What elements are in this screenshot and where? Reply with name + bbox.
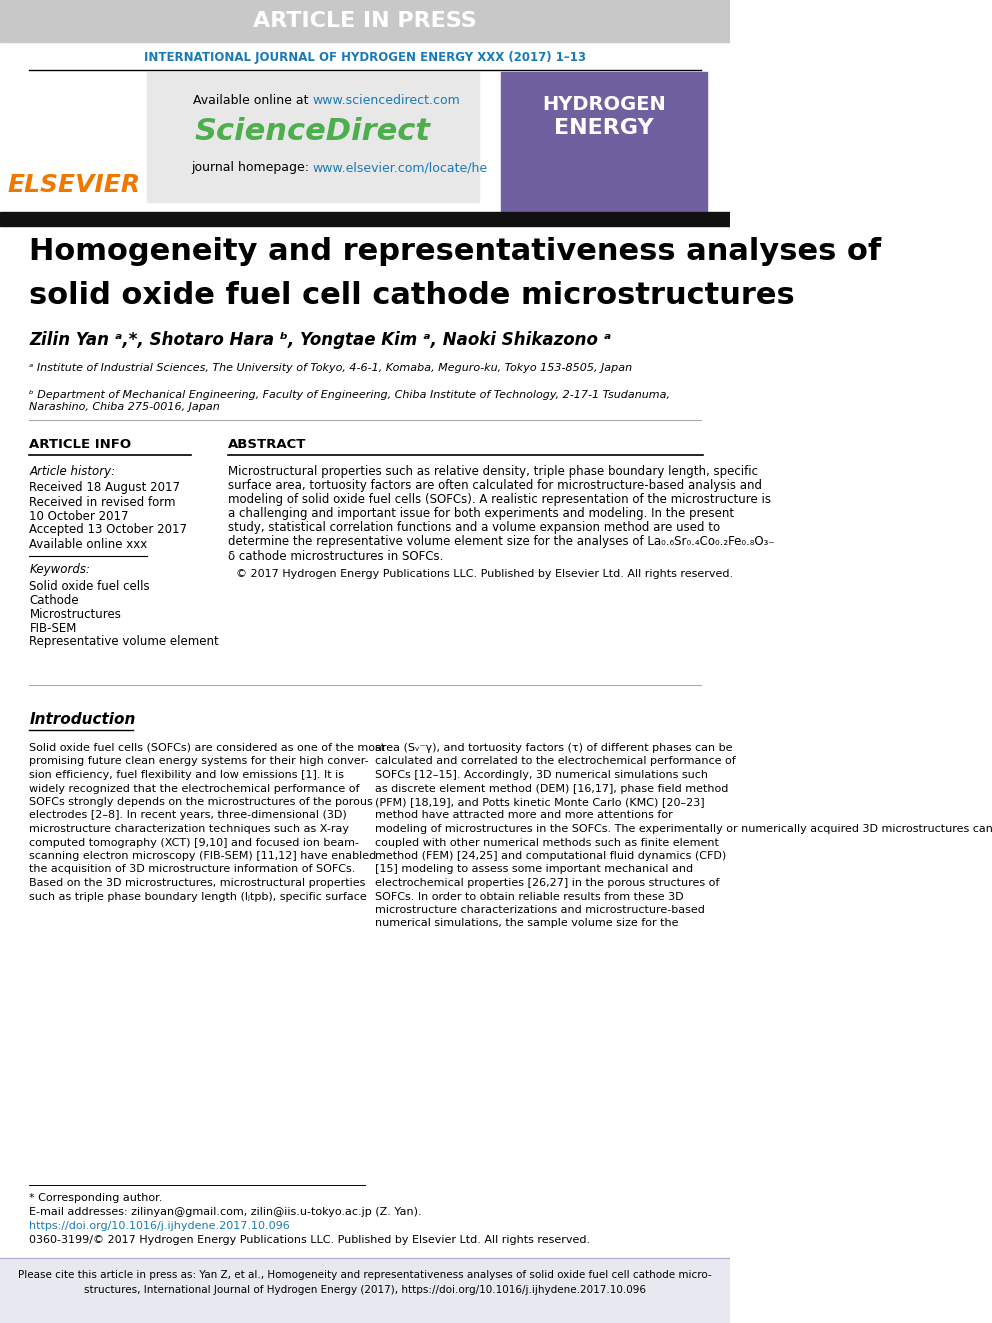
Bar bbox=[501, 71, 706, 212]
Text: Solid oxide fuel cells (SOFCs) are considered as one of the most: Solid oxide fuel cells (SOFCs) are consi… bbox=[30, 744, 386, 753]
Text: www.elsevier.com/locate/he: www.elsevier.com/locate/he bbox=[312, 161, 488, 175]
Text: area (Sᵥ⁻γ), and tortuosity factors (τ) of different phases can be: area (Sᵥ⁻γ), and tortuosity factors (τ) … bbox=[375, 744, 733, 753]
Text: the acquisition of 3D microstructure information of SOFCs.: the acquisition of 3D microstructure inf… bbox=[30, 864, 356, 875]
Text: https://doi.org/10.1016/j.ijhydene.2017.10.096: https://doi.org/10.1016/j.ijhydene.2017.… bbox=[30, 1221, 291, 1230]
Text: www.sciencedirect.com: www.sciencedirect.com bbox=[312, 94, 460, 106]
Text: Zilin Yan ᵃ,*, Shotaro Hara ᵇ, Yongtae Kim ᵃ, Naoki Shikazono ᵃ: Zilin Yan ᵃ,*, Shotaro Hara ᵇ, Yongtae K… bbox=[30, 331, 612, 349]
Text: widely recognized that the electrochemical performance of: widely recognized that the electrochemic… bbox=[30, 783, 360, 794]
Text: ELSEVIER: ELSEVIER bbox=[7, 173, 140, 197]
Text: HYDROGEN: HYDROGEN bbox=[542, 95, 666, 115]
Text: modeling of microstructures in the SOFCs. The experimentally or numerically acqu: modeling of microstructures in the SOFCs… bbox=[375, 824, 992, 833]
Text: coupled with other numerical methods such as finite element: coupled with other numerical methods suc… bbox=[375, 837, 719, 848]
Text: Received in revised form: Received in revised form bbox=[30, 496, 176, 508]
Text: surface area, tortuosity factors are often calculated for microstructure-based a: surface area, tortuosity factors are oft… bbox=[228, 479, 762, 492]
Text: a challenging and important issue for both experiments and modeling. In the pres: a challenging and important issue for bo… bbox=[228, 508, 734, 520]
Text: Available online at: Available online at bbox=[193, 94, 312, 106]
Text: Article history:: Article history: bbox=[30, 466, 116, 479]
Text: scanning electron microscopy (FIB-SEM) [11,12] have enabled: scanning electron microscopy (FIB-SEM) [… bbox=[30, 851, 377, 861]
Text: study, statistical correlation functions and a volume expansion method are used : study, statistical correlation functions… bbox=[228, 521, 720, 534]
Text: Solid oxide fuel cells: Solid oxide fuel cells bbox=[30, 579, 150, 593]
Text: ᵃ Institute of Industrial Sciences, The University of Tokyo, 4-6-1, Komaba, Megu: ᵃ Institute of Industrial Sciences, The … bbox=[30, 363, 633, 373]
Text: δ cathode microstructures in SOFCs.: δ cathode microstructures in SOFCs. bbox=[228, 549, 443, 562]
Text: ARTICLE IN PRESS: ARTICLE IN PRESS bbox=[253, 11, 477, 30]
Text: modeling of solid oxide fuel cells (SOFCs). A realistic representation of the mi: modeling of solid oxide fuel cells (SOFC… bbox=[228, 493, 771, 507]
Text: Homogeneity and representativeness analyses of: Homogeneity and representativeness analy… bbox=[30, 238, 882, 266]
Text: journal homepage:: journal homepage: bbox=[190, 161, 312, 175]
Text: Received 18 August 2017: Received 18 August 2017 bbox=[30, 482, 181, 495]
Text: ENERGY: ENERGY bbox=[554, 118, 654, 138]
Text: ABSTRACT: ABSTRACT bbox=[228, 438, 307, 451]
Text: such as triple phase boundary length (lⱼtpb), specific surface: such as triple phase boundary length (lⱼ… bbox=[30, 892, 367, 901]
Bar bbox=[0, 1258, 730, 1323]
Text: microstructure characterizations and microstructure-based: microstructure characterizations and mic… bbox=[375, 905, 705, 916]
Text: determine the representative volume element size for the analyses of La₀.₆Sr₀.₄C: determine the representative volume elem… bbox=[228, 536, 775, 549]
Text: solid oxide fuel cell cathode microstructures: solid oxide fuel cell cathode microstruc… bbox=[30, 280, 796, 310]
Text: FIB-SEM: FIB-SEM bbox=[30, 622, 76, 635]
Text: SOFCs. In order to obtain reliable results from these 3D: SOFCs. In order to obtain reliable resul… bbox=[375, 892, 684, 901]
Text: Representative volume element: Representative volume element bbox=[30, 635, 219, 648]
Text: Available online xxx: Available online xxx bbox=[30, 537, 148, 550]
Text: as discrete element method (DEM) [16,17], phase field method: as discrete element method (DEM) [16,17]… bbox=[375, 783, 729, 794]
Bar bbox=[0, 0, 730, 42]
Text: ᵇ Department of Mechanical Engineering, Faculty of Engineering, Chiba Institute : ᵇ Department of Mechanical Engineering, … bbox=[30, 390, 671, 411]
Text: computed tomography (XCT) [9,10] and focused ion beam-: computed tomography (XCT) [9,10] and foc… bbox=[30, 837, 359, 848]
Bar bbox=[147, 71, 478, 202]
Text: Microstructural properties such as relative density, triple phase boundary lengt: Microstructural properties such as relat… bbox=[228, 466, 758, 479]
Text: Keywords:: Keywords: bbox=[30, 564, 90, 577]
Text: ARTICLE INFO: ARTICLE INFO bbox=[30, 438, 132, 451]
Text: * Corresponding author.: * Corresponding author. bbox=[30, 1193, 163, 1203]
Text: Introduction: Introduction bbox=[30, 713, 136, 728]
Text: numerical simulations, the sample volume size for the: numerical simulations, the sample volume… bbox=[375, 918, 679, 929]
Text: Microstructures: Microstructures bbox=[30, 607, 121, 620]
Text: Accepted 13 October 2017: Accepted 13 October 2017 bbox=[30, 524, 187, 537]
Text: electrochemical properties [26,27] in the porous structures of: electrochemical properties [26,27] in th… bbox=[375, 878, 720, 888]
Text: E-mail addresses: zilinyan@gmail.com, zilin@iis.u-tokyo.ac.jp (Z. Yan).: E-mail addresses: zilinyan@gmail.com, zi… bbox=[30, 1207, 422, 1217]
Text: [15] modeling to assess some important mechanical and: [15] modeling to assess some important m… bbox=[375, 864, 693, 875]
Text: Cathode: Cathode bbox=[30, 594, 79, 606]
Text: © 2017 Hydrogen Energy Publications LLC. Published by Elsevier Ltd. All rights r: © 2017 Hydrogen Energy Publications LLC.… bbox=[235, 569, 733, 579]
Text: INTERNATIONAL JOURNAL OF HYDROGEN ENERGY XXX (2017) 1–13: INTERNATIONAL JOURNAL OF HYDROGEN ENERGY… bbox=[144, 52, 586, 65]
Text: Please cite this article in press as: Yan Z, et al., Homogeneity and representat: Please cite this article in press as: Ya… bbox=[18, 1270, 712, 1279]
Text: 10 October 2017: 10 October 2017 bbox=[30, 509, 129, 523]
Text: promising future clean energy systems for their high conver-: promising future clean energy systems fo… bbox=[30, 757, 369, 766]
Text: structures, International Journal of Hydrogen Energy (2017), https://doi.org/10.: structures, International Journal of Hyd… bbox=[84, 1285, 646, 1295]
Text: method have attracted more and more attentions for: method have attracted more and more atte… bbox=[375, 811, 674, 820]
Text: 0360-3199/© 2017 Hydrogen Energy Publications LLC. Published by Elsevier Ltd. Al: 0360-3199/© 2017 Hydrogen Energy Publica… bbox=[30, 1234, 590, 1245]
Bar bbox=[0, 212, 730, 226]
Text: SOFCs [12–15]. Accordingly, 3D numerical simulations such: SOFCs [12–15]. Accordingly, 3D numerical… bbox=[375, 770, 708, 781]
Text: calculated and correlated to the electrochemical performance of: calculated and correlated to the electro… bbox=[375, 757, 736, 766]
Text: method (FEM) [24,25] and computational fluid dynamics (CFD): method (FEM) [24,25] and computational f… bbox=[375, 851, 727, 861]
Text: SOFCs strongly depends on the microstructures of the porous: SOFCs strongly depends on the microstruc… bbox=[30, 796, 373, 807]
Text: sion efficiency, fuel flexibility and low emissions [1]. It is: sion efficiency, fuel flexibility and lo… bbox=[30, 770, 344, 781]
Text: (PFM) [18,19], and Potts kinetic Monte Carlo (KMC) [20–23]: (PFM) [18,19], and Potts kinetic Monte C… bbox=[375, 796, 705, 807]
Text: ScienceDirect: ScienceDirect bbox=[194, 118, 431, 147]
Text: microstructure characterization techniques such as X-ray: microstructure characterization techniqu… bbox=[30, 824, 349, 833]
Text: Based on the 3D microstructures, microstructural properties: Based on the 3D microstructures, microst… bbox=[30, 878, 366, 888]
Text: electrodes [2–8]. In recent years, three-dimensional (3D): electrodes [2–8]. In recent years, three… bbox=[30, 811, 347, 820]
